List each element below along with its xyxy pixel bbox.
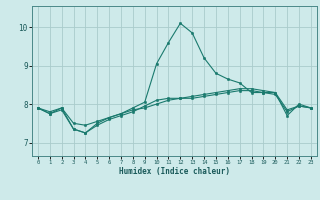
X-axis label: Humidex (Indice chaleur): Humidex (Indice chaleur) bbox=[119, 167, 230, 176]
